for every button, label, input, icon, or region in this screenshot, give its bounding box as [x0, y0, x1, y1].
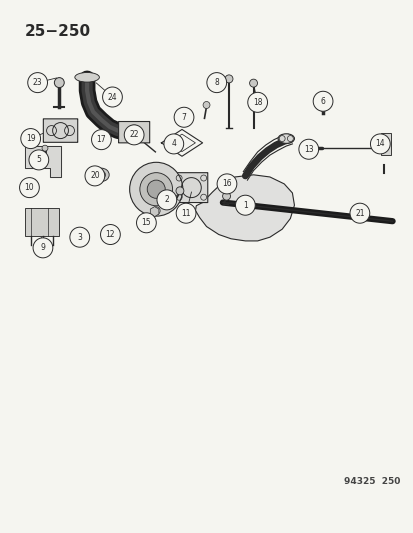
- Text: 13: 13: [303, 145, 313, 154]
- Text: 20: 20: [90, 172, 100, 180]
- Circle shape: [19, 177, 39, 198]
- Text: 21: 21: [354, 209, 364, 217]
- Text: 14: 14: [375, 140, 384, 148]
- Circle shape: [216, 174, 236, 194]
- Text: 17: 17: [96, 135, 106, 144]
- Circle shape: [249, 79, 257, 87]
- Circle shape: [70, 227, 89, 247]
- Circle shape: [203, 101, 209, 109]
- Circle shape: [54, 78, 64, 87]
- FancyBboxPatch shape: [118, 122, 150, 143]
- Ellipse shape: [93, 168, 109, 181]
- Text: 25−250: 25−250: [24, 24, 90, 39]
- Circle shape: [109, 230, 117, 239]
- Text: 1: 1: [242, 201, 247, 209]
- Text: 7: 7: [181, 113, 186, 122]
- Circle shape: [21, 128, 40, 149]
- Text: 18: 18: [252, 98, 262, 107]
- Text: 94325  250: 94325 250: [343, 477, 399, 486]
- Text: 9: 9: [40, 244, 45, 252]
- Circle shape: [152, 207, 160, 215]
- Text: 15: 15: [141, 219, 151, 227]
- Text: 2: 2: [164, 196, 169, 204]
- Circle shape: [349, 203, 369, 223]
- Text: 3: 3: [77, 233, 82, 241]
- Circle shape: [136, 213, 156, 233]
- Circle shape: [140, 173, 172, 206]
- Circle shape: [129, 163, 183, 216]
- Circle shape: [313, 91, 332, 111]
- Circle shape: [33, 238, 53, 258]
- Circle shape: [298, 139, 318, 159]
- Text: 23: 23: [33, 78, 43, 87]
- Text: 11: 11: [181, 209, 190, 217]
- Circle shape: [157, 190, 176, 210]
- Text: 4: 4: [171, 140, 176, 148]
- Circle shape: [164, 134, 183, 154]
- Circle shape: [176, 187, 183, 195]
- Polygon shape: [195, 175, 294, 241]
- Circle shape: [28, 72, 47, 93]
- Text: 12: 12: [105, 230, 115, 239]
- Text: 16: 16: [222, 180, 231, 188]
- Text: 8: 8: [214, 78, 218, 87]
- Circle shape: [235, 195, 255, 215]
- Circle shape: [42, 145, 48, 151]
- Circle shape: [124, 125, 144, 145]
- Text: 6: 6: [320, 97, 325, 106]
- Text: 22: 22: [129, 131, 138, 139]
- Circle shape: [85, 166, 104, 186]
- Circle shape: [100, 224, 120, 245]
- Circle shape: [304, 143, 314, 153]
- Text: 19: 19: [26, 134, 36, 143]
- Ellipse shape: [278, 134, 294, 143]
- FancyBboxPatch shape: [175, 173, 207, 203]
- Circle shape: [225, 75, 233, 83]
- Polygon shape: [24, 146, 61, 177]
- Circle shape: [247, 92, 267, 112]
- Circle shape: [147, 180, 165, 198]
- Circle shape: [206, 72, 226, 93]
- Text: 10: 10: [24, 183, 34, 192]
- FancyBboxPatch shape: [380, 133, 390, 155]
- Circle shape: [174, 107, 193, 127]
- Bar: [25, 208, 59, 236]
- Circle shape: [29, 150, 49, 170]
- Text: 5: 5: [36, 156, 41, 164]
- Ellipse shape: [75, 72, 99, 82]
- Circle shape: [222, 192, 230, 200]
- Text: 24: 24: [107, 93, 117, 101]
- Circle shape: [102, 87, 122, 107]
- Circle shape: [91, 130, 111, 150]
- FancyBboxPatch shape: [43, 119, 78, 142]
- Circle shape: [370, 134, 389, 154]
- Circle shape: [176, 203, 195, 223]
